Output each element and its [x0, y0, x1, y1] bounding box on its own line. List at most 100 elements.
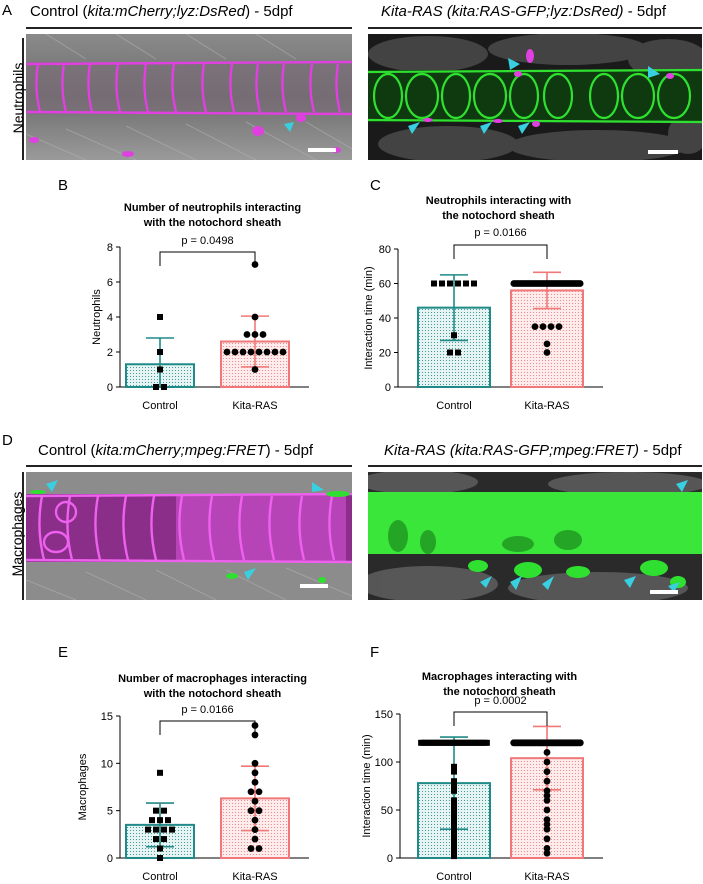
data-point — [247, 348, 255, 356]
row-label-rule — [22, 38, 24, 160]
data-point — [251, 778, 259, 786]
data-point — [153, 836, 159, 843]
data-point — [451, 768, 457, 775]
data-point — [251, 331, 259, 338]
chart-title-line: the notochord sheath — [443, 686, 556, 698]
data-point — [451, 840, 457, 847]
data-point — [157, 366, 163, 373]
data-point — [543, 777, 551, 785]
data-point — [455, 280, 461, 287]
x-tick-label: Kita-RAS — [524, 400, 569, 412]
data-point — [451, 807, 457, 813]
data-point — [451, 831, 457, 837]
data-point — [157, 769, 163, 776]
panel-letter-c: C — [370, 177, 381, 194]
control-macrophage-title: Control (kita:mCherry;mpeg:FRET) - 5dpf — [38, 442, 314, 459]
y-tick-label: 15 — [101, 711, 113, 723]
data-point — [543, 792, 551, 799]
data-point — [447, 280, 453, 287]
chart-title-line: Macrophages interacting with — [422, 671, 578, 683]
x-tick-label: Control — [142, 871, 177, 883]
kitaras-neutrophil-micrograph — [368, 34, 702, 160]
data-point — [451, 826, 457, 833]
data-point — [251, 313, 259, 321]
data-point — [531, 323, 539, 331]
data-point — [157, 817, 163, 824]
data-point — [543, 768, 551, 775]
significance-bracket — [159, 251, 256, 266]
data-point — [451, 802, 457, 809]
data-point — [576, 280, 584, 287]
y-tick-label: 0 — [385, 382, 391, 394]
macrophages-row-label: Macrophages — [9, 491, 25, 577]
x-tick-label: Control — [436, 871, 471, 883]
chart-title-line: Number of neutrophils interacting — [124, 202, 301, 214]
x-tick-label: Control — [142, 400, 177, 412]
data-point — [451, 811, 457, 818]
data-point — [451, 835, 457, 842]
data-point — [279, 348, 287, 356]
data-point — [451, 821, 457, 828]
y-tick-label: 2 — [107, 347, 113, 359]
x-tick-label: Kita-RAS — [232, 871, 277, 883]
data-point — [543, 349, 551, 356]
y-tick-label: 4 — [107, 312, 113, 324]
title-rule — [26, 27, 352, 29]
data-point — [431, 280, 437, 287]
significance-bracket — [453, 711, 548, 726]
x-tick-label: Kita-RAS — [232, 400, 277, 412]
macrophage-count-chart: Number of macrophages interacting with th… — [77, 673, 309, 883]
y-tick-label: 20 — [379, 348, 391, 360]
macrophage-time-chart: Macrophages interacting with the notochor… — [361, 671, 603, 883]
data-point — [153, 384, 159, 390]
y-tick-label: 80 — [379, 244, 391, 256]
data-point — [543, 821, 551, 828]
y-tick-label: 6 — [107, 277, 113, 289]
data-point — [543, 816, 551, 823]
data-point — [251, 826, 259, 833]
x-tick-label: Control — [436, 400, 471, 412]
data-point — [161, 826, 167, 833]
title-rule — [368, 27, 702, 29]
y-tick-label: 5 — [107, 806, 113, 818]
y-tick-label: 10 — [101, 758, 113, 770]
data-point — [157, 845, 163, 852]
data-point — [255, 788, 263, 796]
data-point — [259, 331, 267, 338]
p-value-label: p = 0.0166 — [181, 704, 233, 716]
data-point — [451, 797, 457, 804]
control-neutrophil-micrograph — [26, 34, 352, 160]
data-point — [539, 323, 547, 331]
data-point — [263, 348, 271, 356]
data-point — [165, 817, 171, 824]
data-point — [149, 817, 155, 824]
data-point — [543, 749, 551, 756]
data-point — [463, 280, 469, 287]
data-point — [255, 348, 263, 356]
data-point — [157, 349, 163, 355]
y-tick-label: 40 — [379, 313, 391, 325]
chart-title-line: with the notochord sheath — [143, 688, 282, 700]
y-axis-label: Macrophages — [77, 753, 89, 820]
data-point — [231, 348, 239, 356]
panel-letter-e: E — [58, 644, 69, 661]
data-point — [576, 739, 584, 747]
p-value-label: p = 0.0002 — [474, 695, 526, 707]
data-point — [455, 349, 461, 356]
p-value-label: p = 0.0166 — [474, 227, 526, 239]
data-point — [543, 849, 551, 857]
data-point — [255, 807, 263, 815]
data-point — [483, 739, 490, 746]
data-point — [451, 332, 457, 339]
data-point — [543, 825, 551, 833]
data-point — [451, 783, 457, 789]
y-tick-label: 50 — [381, 805, 393, 817]
data-point — [243, 331, 251, 338]
neutrophils-row-label: Neutrophils — [10, 62, 26, 134]
data-point — [543, 806, 551, 814]
panel-letter-a: A — [2, 2, 13, 19]
data-point — [451, 778, 457, 785]
y-axis-label: Interaction time (min) — [361, 734, 373, 837]
y-tick-label: 100 — [375, 757, 393, 769]
data-point — [251, 835, 259, 843]
